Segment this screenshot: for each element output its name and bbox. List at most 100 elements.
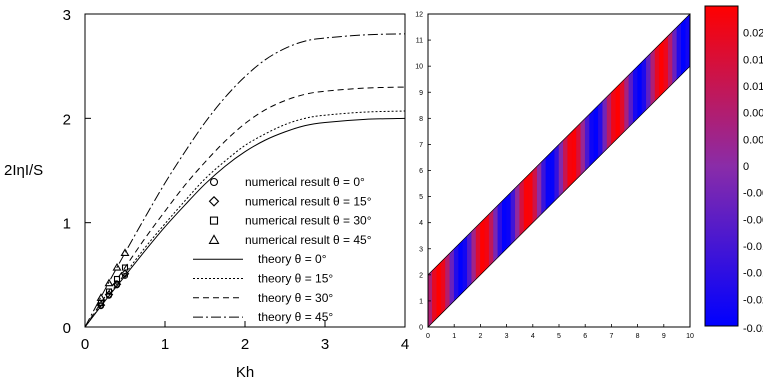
theory-line (84, 33, 406, 328)
theory-curves (84, 33, 406, 328)
heatmap-y-tick-label: 2 (419, 272, 423, 279)
triangle-marker (96, 293, 106, 301)
heatmap-cell (676, 22, 682, 80)
heatmap-cell (624, 74, 630, 132)
heatmap-x-tick-label: 1 (452, 333, 456, 340)
x-tick-label: 4 (401, 336, 409, 353)
heatmap-cell (550, 148, 555, 206)
heatmap-y-tick-label: 6 (419, 168, 423, 175)
heatmap-cell (541, 156, 547, 215)
heatmap-y-tick-label: 12 (415, 12, 423, 19)
heatmap-cell (632, 65, 638, 124)
legend-entry: numerical result θ = 30° (209, 214, 372, 228)
diamond-marker (120, 269, 130, 279)
square-marker (105, 288, 113, 295)
heatmap-cell (484, 213, 490, 272)
legend-label: theory θ = 0° (258, 252, 327, 266)
legend-entry: theory θ = 30° (193, 291, 333, 305)
theory-line (84, 86, 406, 328)
line-axis-ticks: 0 1 2 3 4 0 1 2 3 (63, 7, 410, 353)
heatmap-cell (545, 152, 551, 211)
heatmap-cell (510, 187, 516, 246)
heatmap-cell (580, 117, 586, 176)
y-tick-label: 2 (63, 111, 71, 128)
heatmap-y-tick-label: 5 (419, 194, 423, 201)
heatmap-cell (432, 265, 437, 324)
legend-label: numerical result θ = 45° (245, 233, 372, 247)
heatmap-cell (576, 122, 582, 180)
theory-line (84, 110, 406, 328)
line-legend: numerical result θ = 0° numerical result … (193, 175, 372, 324)
heatmap-x-tick-label: 0 (426, 333, 430, 340)
heatmap-x-tick-label: 3 (505, 333, 509, 340)
colorbar-gradient (704, 5, 739, 327)
circle-marker (121, 272, 129, 279)
heatmap-cell (475, 222, 481, 280)
square-marker (121, 264, 129, 271)
heatmap-cell (606, 91, 612, 150)
heatmap-cell (637, 61, 643, 119)
colorbar-label: -0.02 (743, 294, 763, 306)
theory-line (84, 117, 406, 328)
heatmap-cell (480, 217, 486, 276)
heatmap-cell (611, 87, 617, 146)
colorbar-label: -0.016 (743, 268, 763, 280)
triangle-marker (112, 262, 122, 271)
colorbar-label: 0.004 (743, 134, 763, 146)
heatmap-y-tick-label: 11 (416, 38, 423, 45)
heatmap-cell (506, 191, 512, 250)
legend-entry: numerical result θ = 45° (208, 233, 372, 247)
x-tick-label: 0 (81, 336, 89, 353)
heatmap-cell (659, 39, 665, 98)
heatmap-y-tick-label: 3 (419, 246, 423, 253)
legend-label: numerical result θ = 30° (245, 214, 372, 228)
x-axis-label: Kh (236, 364, 254, 381)
heatmap-cell (646, 52, 651, 111)
colorbar-label: 0 (743, 161, 749, 173)
heatmap-cell (497, 200, 503, 259)
heatmap-cell (440, 256, 446, 315)
diamond-marker (208, 196, 220, 207)
heatmap-y-tick-label: 8 (419, 116, 423, 123)
heatmap-cell (563, 135, 568, 193)
legend-label: numerical result θ = 0° (245, 175, 365, 189)
heatmap-cell (567, 130, 573, 189)
triangle-marker (104, 278, 114, 287)
colorbar-label: -0.004 (743, 188, 763, 200)
x-tick-label: 3 (321, 336, 329, 353)
legend-entry: numerical result θ = 15° (208, 194, 372, 208)
legend-entry: theory θ = 0° (193, 252, 327, 266)
heatmap-cell (685, 13, 691, 72)
heatmap-cell (462, 235, 468, 293)
legend-entry: theory θ = 45° (193, 310, 333, 324)
heatmap-cell (650, 48, 656, 106)
colorbar: 0.02 0.016 0.012 0.008 0.004 0 -0.004 -0.008 -0.… (704, 5, 763, 335)
heatmap-x-tick-label: 8 (636, 333, 640, 340)
heatmap-cell (672, 26, 678, 85)
legend-entry: theory θ = 15° (193, 272, 333, 286)
square-marker (209, 216, 219, 225)
x-tick-label: 1 (161, 336, 169, 353)
heatmap-cell (493, 204, 499, 263)
heatmap-cell (593, 104, 599, 163)
heatmap-cell (554, 143, 560, 202)
heatmap-x-tick-label: 4 (531, 333, 535, 340)
colorbar-label: 0.02 (743, 28, 763, 40)
heatmap-x-tick-label: 6 (583, 333, 587, 340)
heatmap-cell (453, 243, 459, 302)
heatmap-y-tick-label: 9 (419, 90, 423, 97)
y-axis-label: 2IηI/S (4, 162, 43, 179)
colorbar-label: 0.012 (743, 81, 763, 93)
heatmap-cell (667, 30, 673, 89)
triangle-marker (120, 248, 130, 256)
heatmap-cell (467, 230, 472, 289)
heatmap-cell (523, 174, 529, 232)
heatmap-cell (584, 113, 590, 172)
heatmap-cell (619, 78, 625, 137)
heatmap-cell (536, 161, 542, 219)
x-tick-label: 2 (241, 336, 249, 353)
y-tick-label: 1 (63, 216, 71, 233)
